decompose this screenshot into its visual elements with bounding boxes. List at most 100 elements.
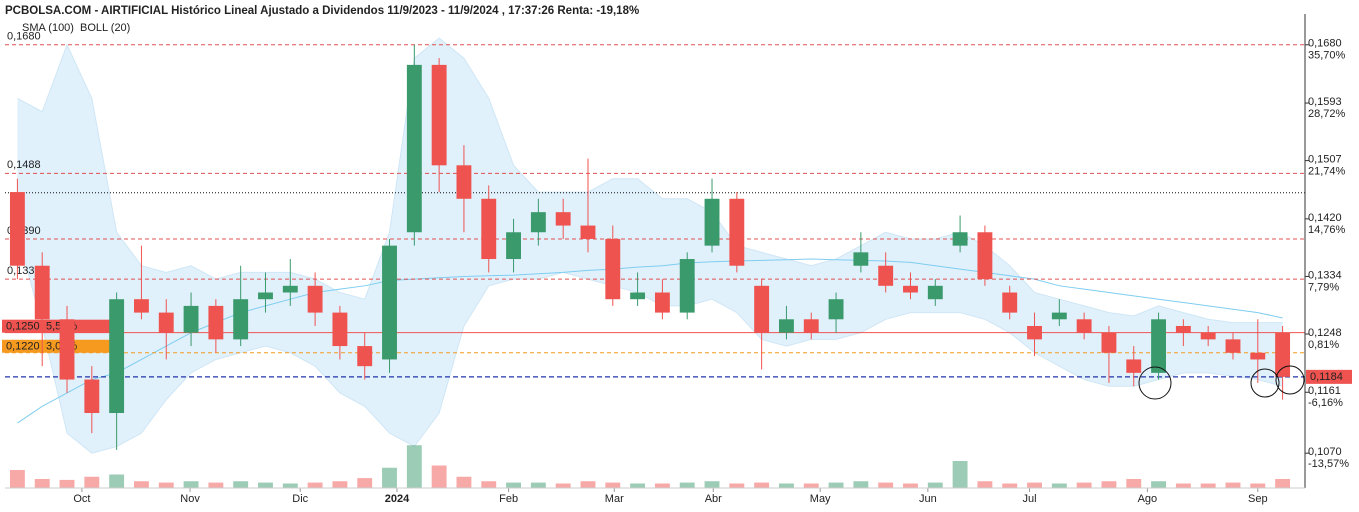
candle-body [1175,325,1191,333]
x-tick-label: Jun [919,493,937,505]
x-tick-label: Jul [1023,493,1037,505]
y-tick-change: 21,74% [1308,166,1346,178]
x-tick-label: Mar [605,493,624,505]
volume-bar [382,467,397,488]
last-price-label: 0,1184 [1310,371,1343,383]
candle-body [1126,359,1142,373]
candle-body [927,285,943,300]
y-tick-label: 0,1161 [1308,385,1341,397]
candle-body [382,245,397,360]
candle-body [580,225,596,239]
x-tick-label: 2024 [385,493,410,505]
volume-bar [853,481,869,488]
candle-body [506,232,521,260]
sma-line [17,258,1283,424]
volume-bar [828,482,844,488]
volume-bar [679,482,695,488]
candle-body [1275,332,1291,377]
volume-bar [357,478,373,488]
volume-bar [1101,481,1117,488]
level-label: 0,1330 [7,265,41,277]
candle-body [134,299,149,313]
volume-bar [84,476,100,488]
level-label: 0,1488 [7,159,41,171]
volume-bar [506,482,521,488]
candle-body [1002,292,1018,313]
volume-bar [1051,483,1067,488]
candle-body [431,64,447,166]
volume-bar [1027,482,1042,488]
candle-body [109,299,125,414]
candle-body [828,299,844,320]
volume-bar [481,481,497,488]
volume-bar [109,474,125,488]
volume-bar [530,482,546,488]
candle-body [952,232,968,246]
y-tick-label: 0,1420 [1308,212,1342,224]
x-tick-label: Abr [705,493,722,505]
candle-body [803,319,819,333]
volume-bar [332,481,348,488]
chart-title: PCBOLSA.COM - AIRTIFICIAL Histórico Line… [5,5,639,17]
candle-body [605,238,621,300]
highlight-circle [1138,366,1172,400]
candle-body [630,292,646,300]
candle-body [1101,332,1117,353]
volume-bar [456,476,472,488]
y-tick-label: 0,1070 [1308,446,1342,458]
x-tick-label: May [810,493,831,505]
candle-body [853,252,869,266]
bollinger-band [17,38,1283,454]
volume-bar [754,482,770,488]
bollinger-lower [16,232,1283,454]
volume-bar [1250,483,1266,488]
highlight-circle [1250,368,1280,398]
candle-body [779,319,794,333]
y-tick-label: 0,1248 [1308,327,1342,339]
candle-body [9,192,25,266]
candle-body [878,265,894,286]
volume-bar [134,481,149,488]
candle-body [903,285,918,293]
candle-body [754,285,770,333]
candle-body [1151,319,1166,373]
candle-body [729,198,745,266]
candle-body [977,232,993,280]
volume-bar [630,483,646,488]
candle-body [233,299,249,340]
level-label: 0,1250 [6,321,40,333]
candle-body [481,198,497,260]
y-tick-change: 35,70% [1308,50,1346,62]
candle-body [357,346,373,367]
candle-body [59,319,75,380]
volume-bar [282,483,298,488]
volume-bar [803,483,819,488]
volume-bar [878,482,894,488]
level-box [2,319,112,333]
y-tick-label: 0,1680 [1308,38,1342,50]
volume-bar [59,479,75,488]
y-tick-change: 28,72% [1308,108,1346,120]
candle-body [84,379,100,414]
candle-body [34,265,50,320]
x-tick-label: Oct [73,493,90,505]
x-tick-label: Sep [1248,493,1268,505]
volume-bar [183,481,199,488]
volume-bar [9,470,25,488]
y-tick-change: 14,76% [1308,224,1346,236]
volume-bar [1151,481,1166,488]
volume-bar [158,482,174,488]
candle-body [679,259,695,313]
last-price-box [1306,369,1352,384]
volume-bar [1275,479,1291,488]
volume-bar [258,482,273,488]
volume-bar [406,445,422,488]
volume-bar [580,481,596,488]
level-label: 0,1220 [6,341,40,353]
candle-body [183,305,199,333]
candle-body [530,212,546,233]
volume-bar [1002,483,1018,488]
x-tick-label: Nov [180,493,200,505]
volume-bar [1225,482,1241,488]
